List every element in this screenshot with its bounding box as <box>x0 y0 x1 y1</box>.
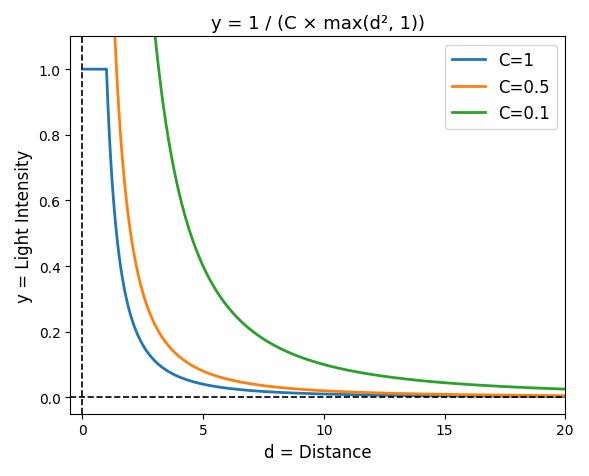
C=0.1 <box>301 356 308 362</box>
C=1 <box>313 391 320 397</box>
C=0.5 <box>562 393 569 399</box>
C=1 <box>547 394 554 399</box>
Title: y = 1 / (C × max(d², 1)): y = 1 / (C × max(d², 1)) <box>211 15 425 33</box>
C=1 <box>459 393 466 399</box>
C=0.1 <box>562 387 569 392</box>
C=1 <box>548 394 555 399</box>
C=0.5 <box>547 393 554 398</box>
Line: C=1: C=1 <box>82 70 565 397</box>
C=0.5 <box>301 387 308 393</box>
C=1 <box>79 67 86 73</box>
C=1 <box>562 394 569 399</box>
X-axis label: d = Distance: d = Distance <box>264 443 372 461</box>
C=0.1 <box>459 381 466 387</box>
C=1 <box>104 80 111 86</box>
C=0.1 <box>548 386 555 392</box>
C=0.5 <box>313 387 320 393</box>
C=1 <box>301 391 308 397</box>
Line: C=0.5: C=0.5 <box>82 0 565 396</box>
Line: C=0.1: C=0.1 <box>82 0 565 389</box>
C=0.5 <box>548 393 555 398</box>
C=0.1 <box>547 386 554 392</box>
C=0.1 <box>313 360 320 366</box>
Legend: C=1, C=0.5, C=0.1: C=1, C=0.5, C=0.1 <box>445 46 557 129</box>
Y-axis label: y = Light Intensity: y = Light Intensity <box>15 149 33 302</box>
C=0.5 <box>459 392 466 397</box>
